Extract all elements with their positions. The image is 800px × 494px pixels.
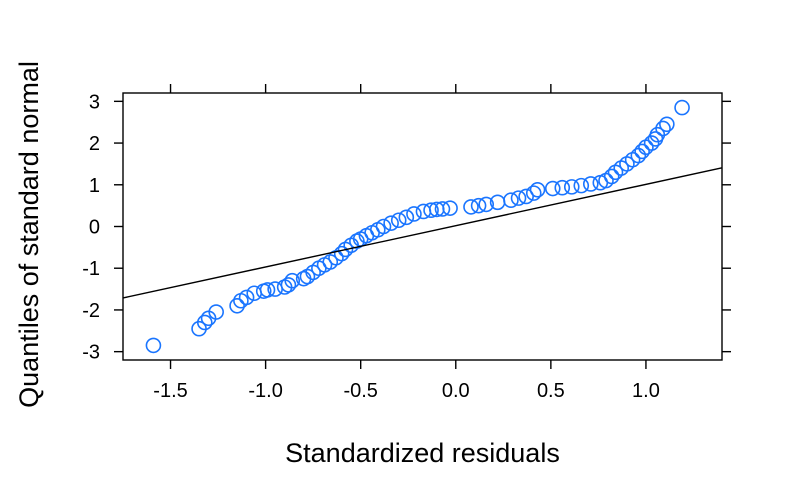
y-axis-title: Quantiles of standard normal <box>14 61 44 408</box>
x-tick-label: -0.5 <box>343 380 377 402</box>
data-point <box>442 200 458 216</box>
data-point <box>544 180 561 197</box>
data-point <box>634 143 650 160</box>
data-point <box>503 192 519 209</box>
tick-layer: -1.5 -1.0 -0.5 0.0 0.5 1.0 -3 -2 -1 0 1 2 3 <box>82 84 731 402</box>
y-tick-label: 3 <box>89 91 100 113</box>
data-point <box>563 179 580 195</box>
data-point <box>259 282 276 298</box>
data-point <box>554 179 571 196</box>
data-point <box>582 176 599 192</box>
data-point <box>284 272 301 289</box>
data-point <box>406 206 422 222</box>
data-point <box>655 120 671 137</box>
data-point <box>573 177 590 194</box>
y-tick-label: -2 <box>82 300 100 322</box>
y-tick-label: 2 <box>89 133 100 155</box>
data-point <box>470 197 487 214</box>
data-point <box>529 181 546 198</box>
data-point <box>463 199 479 215</box>
data-point <box>375 218 392 235</box>
point-layer <box>145 99 690 354</box>
x-tick-label: 0.0 <box>442 380 470 402</box>
data-point <box>423 202 439 219</box>
data-point <box>208 304 224 320</box>
data-point <box>390 212 407 229</box>
x-tick-label: 0.5 <box>537 380 565 402</box>
data-point <box>518 188 534 205</box>
data-point <box>434 201 451 217</box>
y-tick-label: -1 <box>82 258 100 280</box>
data-point <box>510 190 527 206</box>
data-point <box>659 116 675 133</box>
y-tick-label: 0 <box>89 217 100 239</box>
plot-frame <box>122 92 723 361</box>
data-point <box>643 135 660 151</box>
y-tick-label: 1 <box>89 175 100 197</box>
reference-line <box>122 167 723 299</box>
data-point <box>525 185 542 201</box>
data-point <box>145 337 162 354</box>
x-tick-label: -1.5 <box>153 380 187 402</box>
data-point <box>280 277 297 293</box>
x-axis-title: Standardized residuals <box>285 438 560 468</box>
data-point <box>196 314 213 331</box>
data-point <box>383 215 399 231</box>
y-tick-label: -3 <box>82 342 100 364</box>
data-point <box>333 245 350 262</box>
data-point <box>398 209 415 226</box>
data-point <box>674 99 690 116</box>
data-point <box>478 196 495 213</box>
data-point <box>238 289 255 306</box>
x-tick-label: 1.0 <box>632 380 660 402</box>
data-point <box>603 168 620 185</box>
data-point <box>229 297 245 314</box>
x-tick-label: -1.0 <box>248 380 282 402</box>
